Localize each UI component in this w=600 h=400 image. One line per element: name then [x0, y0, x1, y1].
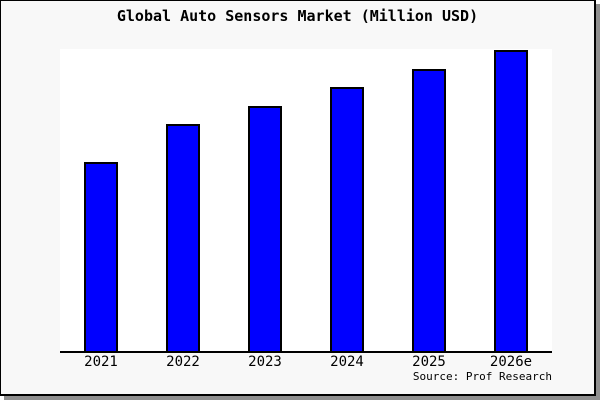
bar-slot [306, 49, 388, 351]
x-tick-label-2025: 2025 [412, 354, 446, 370]
bar-2025 [412, 68, 446, 351]
bar-slot [388, 49, 470, 351]
x-axis-labels: 2021 2022 2023 2024 2025 2026e [60, 354, 552, 370]
bar-2022 [166, 123, 200, 351]
chart-title: Global Auto Sensors Market (Million USD) [116, 7, 479, 25]
x-tick-label-2024: 2024 [330, 354, 364, 370]
bar-2023 [248, 106, 282, 351]
bar-2024 [330, 87, 364, 351]
x-tick-label-2026e: 2026e [489, 354, 533, 370]
x-tick-label-2023: 2023 [248, 354, 282, 370]
plot-area [60, 49, 552, 353]
x-tick-label-2022: 2022 [166, 354, 200, 370]
x-tick-label-2021: 2021 [84, 354, 118, 370]
bar-slot [60, 49, 142, 351]
bar-2026e [494, 49, 528, 351]
bar-slot [142, 49, 224, 351]
bar-slot [470, 49, 552, 351]
bar-2021 [84, 161, 118, 351]
bar-slot [224, 49, 306, 351]
source-note: Source: Prof Research [412, 370, 552, 383]
